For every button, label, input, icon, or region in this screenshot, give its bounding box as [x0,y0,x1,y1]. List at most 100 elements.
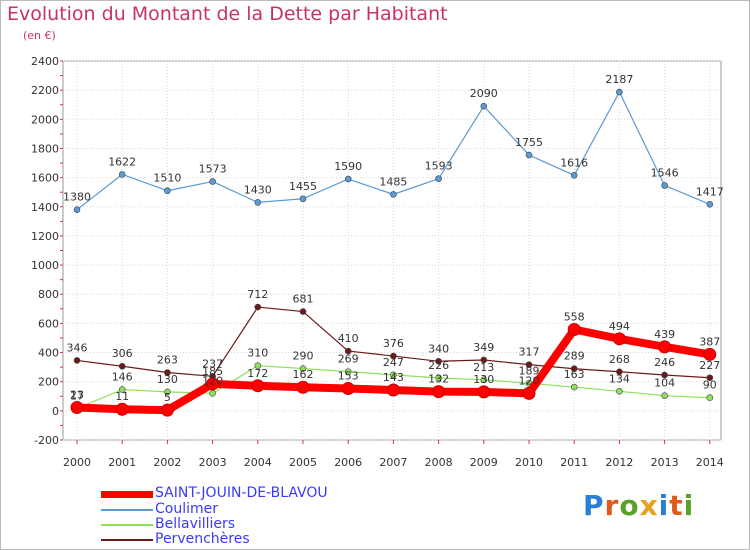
data-label: 162 [293,368,314,381]
logo-letter: i [683,489,695,522]
y-tick-label: 800 [38,288,59,301]
x-tick-label: 2007 [379,456,407,469]
data-point [254,362,262,369]
data-label: 712 [247,288,268,301]
data-point [390,191,397,198]
data-point [432,385,446,399]
x-tick-label: 2012 [605,456,633,469]
data-point [299,195,307,203]
data-label: 143 [383,371,404,384]
data-label: 494 [609,320,630,333]
data-point [344,175,352,183]
data-label: 134 [609,372,630,385]
y-tick-label: 2400 [31,55,59,68]
data-point [525,361,533,368]
data-point [296,380,310,394]
data-point [706,200,714,208]
legend-label: SAINT-JOUIN-DE-BLAVOU [155,485,328,501]
legend-swatch [101,509,153,511]
data-point [251,379,265,393]
data-label: 1622 [108,155,136,168]
data-point [703,347,717,361]
data-point [118,171,126,178]
data-point [616,388,623,395]
data-point [209,390,216,397]
data-point [435,374,442,382]
legend-swatch [101,539,153,541]
data-label: 387 [699,335,720,348]
logo-letter: r [604,489,620,522]
data-label: 146 [112,371,133,384]
data-label: 310 [247,347,268,360]
x-tick-label: 2005 [289,456,317,469]
data-point [661,371,668,379]
data-point [612,332,626,346]
data-label: 1546 [651,166,679,179]
data-label: 90 [703,379,717,392]
data-point [522,386,536,400]
data-point [73,206,81,213]
data-label: 289 [564,350,585,363]
data-label: 1593 [425,160,453,173]
data-point [164,388,171,396]
data-label: 120 [519,374,540,387]
data-label: 1573 [199,163,227,176]
data-point [480,376,488,384]
data-point [209,178,216,185]
data-point [661,182,668,189]
data-label: 120 [202,374,223,387]
data-point [477,385,491,399]
data-label: 247 [383,356,404,369]
data-point [344,347,352,355]
data-point [390,352,397,360]
data-label: 11 [115,390,129,403]
data-label: 268 [609,353,630,366]
data-point [164,187,171,195]
data-point [661,392,668,399]
data-point [570,383,578,391]
data-label: 246 [654,356,675,369]
data-label: 1455 [289,180,317,193]
x-tick-label: 2013 [651,456,679,469]
data-point [386,383,400,397]
data-label: 2090 [470,87,498,100]
x-tick-label: 2014 [696,456,724,469]
data-label: 172 [247,367,268,380]
y-tick-label: 1200 [31,230,59,243]
data-point [480,356,488,364]
legend-swatch [101,491,153,498]
y-tick-label: 600 [38,317,59,330]
data-label: 1430 [244,183,272,196]
data-label: 349 [473,341,494,354]
data-label: 132 [428,373,449,386]
legend-label: Bellavilliers [155,516,236,532]
data-point [254,303,262,311]
x-tick-label: 2006 [334,456,362,469]
x-tick-label: 2002 [153,456,181,469]
y-tick-label: 1800 [31,142,59,155]
data-point [480,102,488,110]
legend-label: Coulimer [155,501,218,517]
data-point [570,171,578,179]
x-tick-label: 2011 [560,456,588,469]
data-point [658,340,672,354]
data-point [299,365,307,372]
x-tick-label: 2008 [425,456,453,469]
data-point [344,368,352,375]
logo-letter: P [583,489,605,522]
data-point [118,386,126,393]
data-label: 104 [654,377,675,390]
data-point [160,403,174,417]
data-point [616,88,623,96]
data-point [115,402,129,416]
data-label: 1417 [696,185,724,198]
data-label: 269 [338,353,359,366]
data-label: 163 [564,368,585,381]
y-tick-label: -200 [34,434,59,447]
logo-letter: i [658,489,670,522]
legend-label: Pervenchères [155,531,250,547]
data-point [570,365,578,373]
data-point [118,362,126,370]
